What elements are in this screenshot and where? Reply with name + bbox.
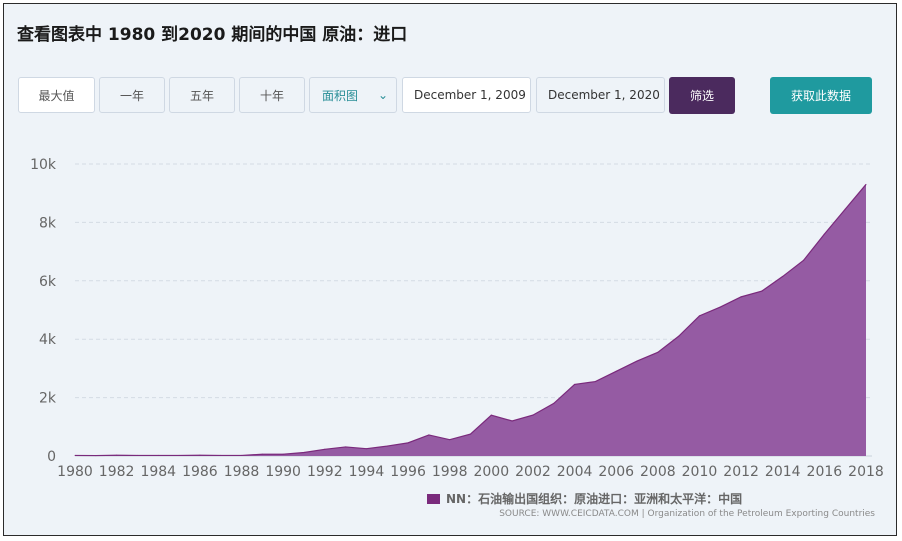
x-tick-label: 2018 <box>848 464 884 480</box>
x-tick-label: 2014 <box>765 464 801 480</box>
x-tick-label: 1980 <box>57 464 93 480</box>
x-tick-label: 1998 <box>432 464 468 480</box>
y-tick-label: 10k <box>30 157 57 173</box>
x-tick-label: 2006 <box>598 464 634 480</box>
range-10y-button[interactable]: 十年 <box>239 77 305 113</box>
data-point <box>469 433 472 435</box>
x-tick-label: 2004 <box>557 464 593 480</box>
x-axis: 1980 1982 1984 1986 1988 1990 1992 1994 1996 1998… <box>57 464 884 480</box>
data-point <box>282 453 284 455</box>
data-point <box>365 448 368 450</box>
y-tick-label: 8k <box>39 215 57 231</box>
x-tick-label: 2016 <box>807 464 843 480</box>
range-1y-button[interactable]: 一年 <box>99 77 165 113</box>
data-point <box>573 383 576 386</box>
data-point <box>844 208 846 210</box>
data-point <box>95 454 97 457</box>
data-point <box>178 454 180 457</box>
series-area <box>75 184 866 456</box>
get-data-button[interactable]: 获取此数据 <box>770 77 872 114</box>
data-point <box>740 296 742 298</box>
data-point <box>698 315 701 317</box>
chart-type-select[interactable]: 面积图 ⌄ <box>309 77 397 113</box>
range-5y-button[interactable]: 五年 <box>169 77 235 113</box>
y-axis: 0 2k 4k 6k 8k 10k <box>30 157 57 465</box>
data-point <box>136 454 139 457</box>
data-point <box>511 420 513 422</box>
data-point <box>865 183 867 186</box>
x-tick-label: 1992 <box>307 464 343 480</box>
x-tick-label: 2008 <box>640 464 676 480</box>
data-point <box>116 454 118 456</box>
data-point <box>199 454 201 456</box>
legend-label: NN：石油输出国组织：原油进口：亚洲和太平洋：中国 <box>446 492 743 506</box>
legend-swatch <box>427 493 440 504</box>
data-point <box>636 360 638 362</box>
filter-button[interactable]: 筛选 <box>669 77 735 114</box>
data-point <box>657 351 659 353</box>
series-group <box>74 183 867 457</box>
x-tick-label: 1982 <box>99 464 135 480</box>
legend[interactable]: NN：石油输出国组织：原油进口：亚洲和太平洋：中国 <box>427 490 742 507</box>
source-note: SOURCE: WWW.CEICDATA.COM | Organization … <box>499 509 875 519</box>
end-date-input[interactable]: December 1, 2020 <box>536 77 665 113</box>
data-point <box>761 290 763 292</box>
x-tick-label: 2010 <box>682 464 718 480</box>
start-date-input[interactable]: December 1, 2009 <box>402 77 531 113</box>
data-point <box>74 454 76 457</box>
y-tick-label: 4k <box>39 332 57 348</box>
chart-type-value: 面积图 <box>322 88 359 103</box>
data-point <box>220 454 222 457</box>
x-tick-label: 2012 <box>723 464 759 480</box>
y-tick-label: 2k <box>39 391 57 407</box>
x-tick-label: 1984 <box>140 464 176 480</box>
data-point <box>490 414 492 416</box>
data-point <box>324 448 326 450</box>
data-point <box>719 306 721 308</box>
data-point <box>823 233 825 235</box>
range-max-button[interactable]: 最大值 <box>18 77 95 113</box>
x-tick-label: 2002 <box>515 464 551 480</box>
data-point <box>303 451 305 454</box>
data-point <box>782 275 784 278</box>
data-point <box>386 445 388 447</box>
data-point <box>345 446 347 448</box>
data-point <box>407 442 409 444</box>
page-title: 查看图表中 1980 到2020 期间的中国 原油：进口 <box>17 25 408 45</box>
x-tick-label: 1988 <box>224 464 260 480</box>
data-point <box>594 380 596 383</box>
data-point <box>157 454 159 457</box>
x-tick-label: 2000 <box>473 464 509 480</box>
chevron-down-icon: ⌄ <box>377 88 388 102</box>
data-point <box>678 335 680 337</box>
x-tick-label: 1986 <box>182 464 218 480</box>
x-tick-label: 1990 <box>265 464 301 480</box>
data-point <box>428 434 430 436</box>
y-tick-label: 6k <box>39 274 57 290</box>
data-point <box>240 454 243 457</box>
x-tick-label: 1994 <box>349 464 385 480</box>
y-tick-label: 0 <box>47 449 56 465</box>
data-point <box>261 453 263 455</box>
data-point <box>553 402 555 405</box>
data-point <box>802 259 805 261</box>
x-tick-label: 1996 <box>390 464 426 480</box>
data-point <box>615 370 617 372</box>
data-point <box>532 414 534 416</box>
data-point <box>449 439 451 441</box>
